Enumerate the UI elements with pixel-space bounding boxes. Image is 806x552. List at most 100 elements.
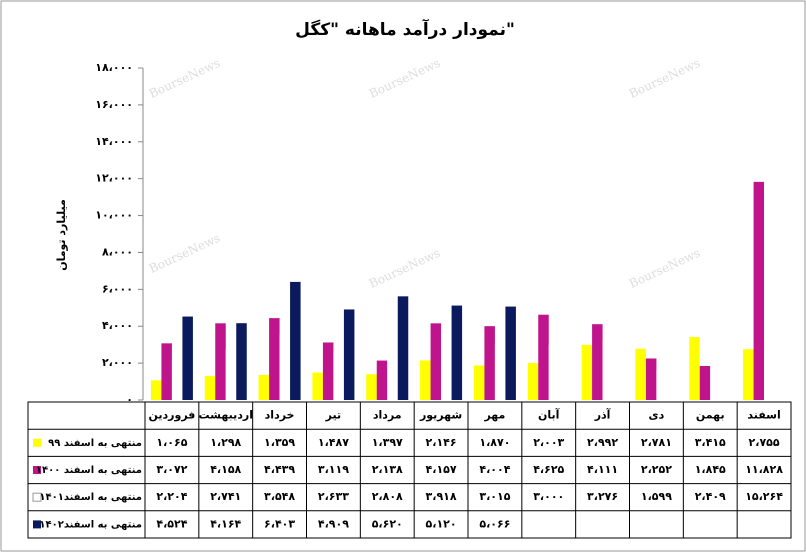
- bar: [602, 339, 614, 400]
- bar: [581, 344, 593, 400]
- y-tick-label: ۱۰،۰۰۰: [95, 209, 133, 222]
- data-label: ۲،۶۳۳: [318, 490, 349, 503]
- bar: [161, 343, 172, 400]
- y-axis-title: میلیارد تومان: [55, 199, 68, 271]
- data-label: ۴،۱۱۱: [587, 463, 618, 476]
- legend-key: [33, 438, 41, 447]
- data-label: ۱،۵۹۹: [641, 490, 672, 503]
- data-label: ۶،۴۰۳: [264, 517, 295, 530]
- y-tick-label: ۱۸،۰۰۰: [95, 61, 133, 74]
- x-tick-label: خرداد: [265, 409, 295, 422]
- data-label: ۲،۴۰۹: [695, 490, 726, 503]
- data-label: ۳،۱۱۹: [318, 463, 349, 476]
- data-label: ۵،۰۶۶: [479, 517, 510, 530]
- bar: [236, 323, 247, 400]
- data-label: ۲،۷۸۱: [641, 436, 672, 449]
- data-label: ۴،۹۰۹: [318, 517, 349, 530]
- data-label: ۲،۸۰۸: [372, 490, 403, 503]
- data-label: ۴،۱۵۷: [426, 463, 457, 476]
- bar: [538, 314, 549, 400]
- x-tick-label: اردیبهشت: [199, 409, 253, 422]
- x-tick-label: شهریور: [419, 409, 462, 422]
- data-label: ۴،۱۵۸: [210, 463, 241, 476]
- x-tick-label: فروردین: [148, 409, 195, 422]
- legend-label: منتهی به اسفند ۱۴۰۰: [36, 465, 142, 476]
- data-label: ۱،۳۹۷: [372, 436, 403, 449]
- bar: [171, 359, 183, 400]
- data-label: ۳،۰۱۵: [479, 490, 510, 503]
- y-tick-label: ۱۲،۰۰۰: [95, 172, 133, 185]
- y-tick-label: ۰: [126, 393, 133, 406]
- data-label: ۱،۸۴۵: [695, 463, 726, 476]
- y-tick-label: ۶،۰۰۰: [102, 282, 133, 295]
- data-label: ۴،۱۶۴: [210, 517, 241, 530]
- bar: [473, 365, 485, 400]
- data-label: ۱۱،۸۲۸: [745, 463, 783, 476]
- bar: [505, 306, 516, 400]
- bar: [645, 358, 657, 400]
- legend-key: [32, 492, 42, 502]
- legend-key: [33, 520, 41, 529]
- legend-label: منتهی به اسفند۱۴۰۲: [39, 519, 142, 530]
- data-label: ۲،۲۰۴: [156, 490, 187, 503]
- x-tick-label: اسفند: [747, 409, 780, 422]
- x-tick-label: آذر: [594, 408, 611, 422]
- data-label: ۱،۳۵۹: [264, 436, 295, 449]
- bar: [279, 334, 291, 400]
- x-tick-label: دی: [649, 409, 665, 422]
- data-label: ۲،۲۵۲: [641, 463, 672, 476]
- bar: [764, 118, 775, 401]
- data-label: ۵،۶۲۰: [372, 517, 403, 530]
- data-label: ۱۵،۲۶۴: [745, 490, 783, 503]
- bar: [635, 348, 646, 400]
- y-tick-label: ۸،۰۰۰: [102, 245, 133, 258]
- data-label: ۲،۷۴۱: [210, 490, 241, 503]
- data-label: ۴،۶۲۵: [533, 463, 564, 476]
- data-label: ۳،۰۰۰: [533, 490, 564, 503]
- x-tick-label: تیر: [325, 409, 341, 422]
- x-tick-label: بهمن: [696, 409, 725, 422]
- bar: [376, 360, 388, 400]
- bar: [699, 365, 711, 400]
- data-label: ۱،۲۹۸: [210, 436, 241, 449]
- legend-label: منتهی به اسفند ۹۹: [48, 438, 142, 449]
- bar: [333, 351, 344, 400]
- data-label: ۳،۴۱۵: [695, 436, 726, 449]
- bar: [269, 318, 280, 400]
- bar: [656, 370, 667, 400]
- data-label: ۲،۷۵۵: [749, 436, 780, 449]
- bar: [710, 355, 721, 400]
- bar: [258, 374, 270, 400]
- bar: [689, 337, 700, 400]
- y-tick-label: ۲،۰۰۰: [102, 356, 133, 369]
- bar: [366, 374, 377, 400]
- data-label: ۲،۱۳۸: [372, 463, 403, 476]
- bar: [387, 348, 398, 400]
- bar: [204, 376, 216, 400]
- bar: [420, 360, 431, 400]
- data-label: ۱،۸۷۰: [479, 436, 510, 449]
- bar: [451, 305, 463, 400]
- data-label: ۴،۰۰۴: [479, 463, 510, 476]
- table-border: [27, 401, 792, 539]
- x-tick-label: مهر: [483, 409, 505, 422]
- bar: [527, 363, 539, 400]
- bar: [441, 327, 452, 400]
- data-label: ۲،۱۴۶: [426, 436, 457, 449]
- bar: [322, 342, 334, 400]
- data-label: ۳،۲۷۶: [587, 490, 618, 503]
- data-label: ۲،۰۰۳: [533, 436, 564, 449]
- chart-title: نمودار درآمد ماهانه "کگل": [295, 18, 515, 40]
- legend-key: [33, 466, 41, 474]
- bar: [753, 181, 765, 400]
- bar: [548, 344, 560, 400]
- data-label: ۱،۴۸۷: [318, 436, 349, 449]
- data-label: ۵،۱۲۰: [426, 517, 457, 530]
- legend-label: منتهی به اسفند۱۴۰۱: [39, 492, 142, 503]
- y-tick-label: ۱۴،۰۰۰: [95, 135, 133, 148]
- bar: [312, 372, 323, 400]
- y-tick-label: ۱۶،۰۰۰: [95, 98, 133, 111]
- bar: [290, 281, 301, 400]
